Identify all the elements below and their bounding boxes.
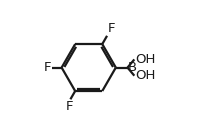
- Text: OH: OH: [135, 69, 156, 82]
- Text: OH: OH: [135, 53, 156, 66]
- Text: B: B: [128, 61, 137, 74]
- Text: F: F: [44, 61, 51, 74]
- Text: F: F: [66, 100, 74, 113]
- Text: F: F: [108, 22, 115, 35]
